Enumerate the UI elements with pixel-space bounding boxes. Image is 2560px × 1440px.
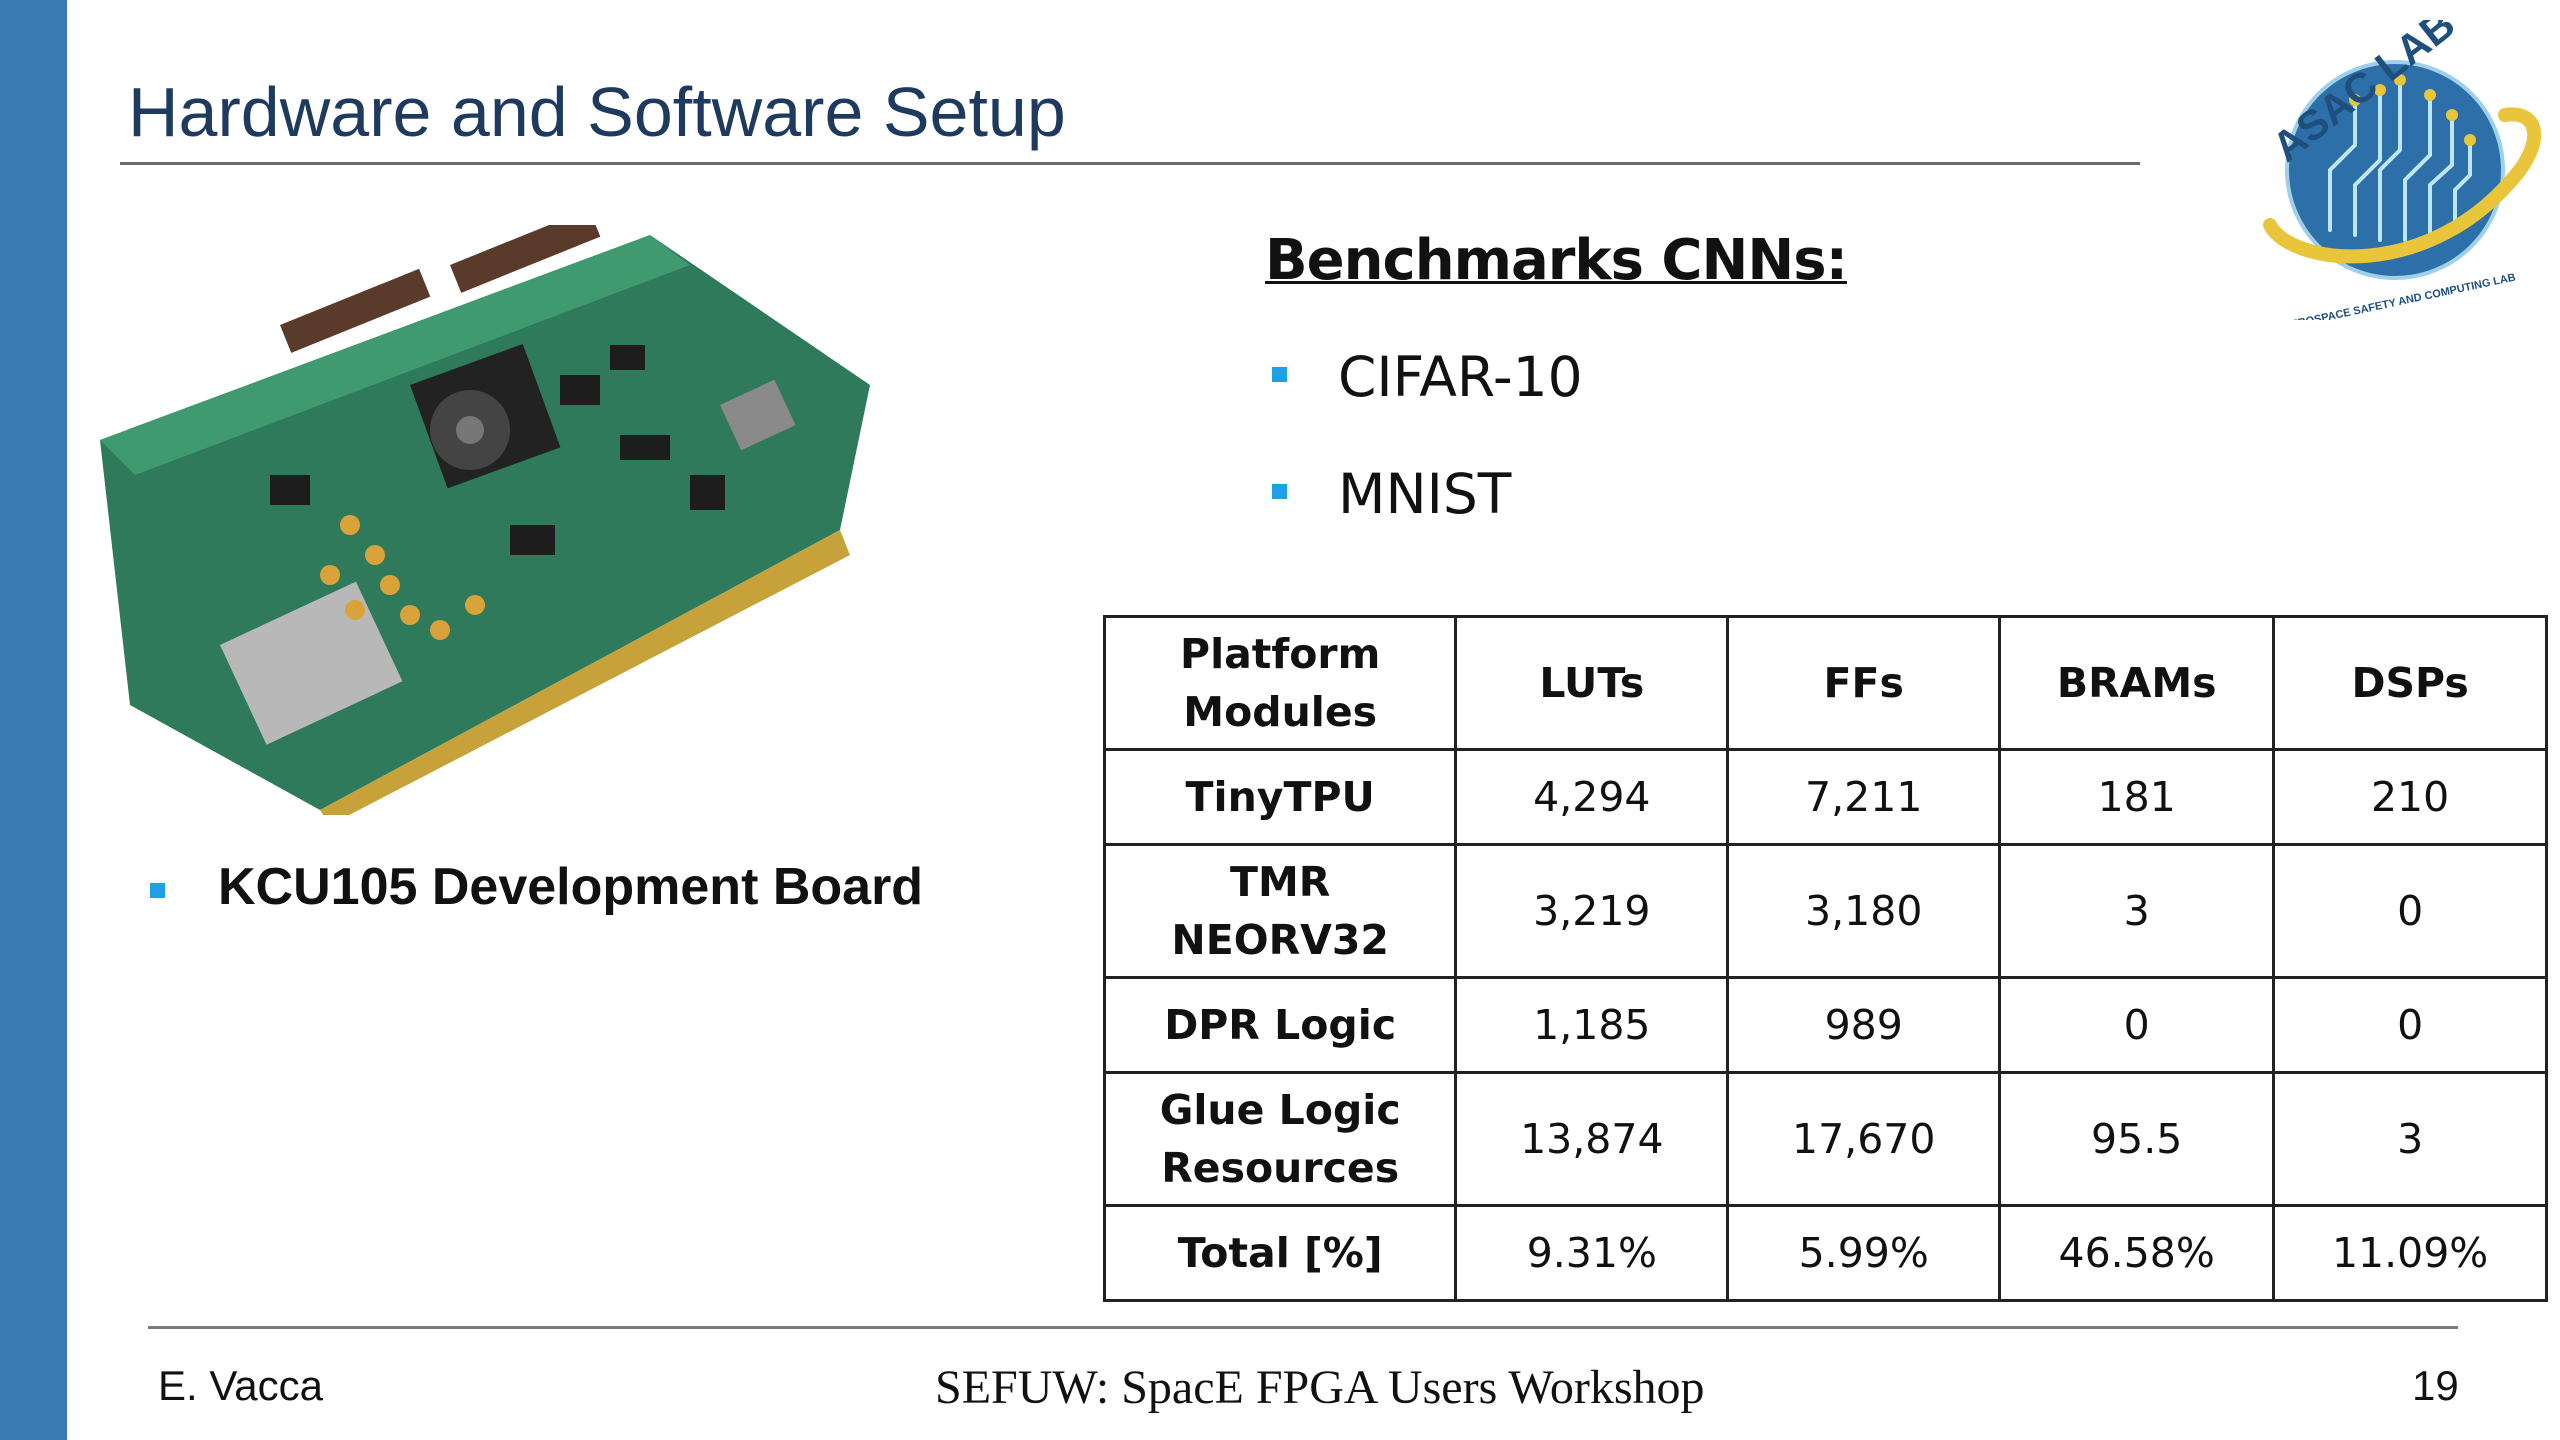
- table-cell: 3: [2272, 1071, 2548, 1207]
- kcu105-board-image: [100, 225, 870, 815]
- table-header: DSPs: [2272, 615, 2548, 751]
- table-cell: 95.5: [1998, 1071, 2276, 1207]
- table-cell: 0: [2272, 976, 2548, 1074]
- table-row-label: Glue Logic Resources: [1102, 1071, 1458, 1207]
- table-row: TinyTPU 4,294 7,211 181 210: [1102, 748, 2548, 846]
- benchmark-item: MNIST: [1338, 462, 1512, 526]
- benchmarks-title: Benchmarks CNNs:: [1265, 228, 1848, 293]
- table-cell: 4,294: [1454, 748, 1730, 846]
- table-row: Total [%] 9.31% 5.99% 46.58% 11.09%: [1102, 1204, 2548, 1302]
- footer-author: E. Vacca: [158, 1362, 323, 1409]
- slide-title: Hardware and Software Setup: [128, 73, 1066, 151]
- table-cell: 989: [1726, 976, 2002, 1074]
- title-divider: [120, 162, 2140, 165]
- board-caption: KCU105 Development Board: [218, 858, 924, 916]
- resource-utilization-table: Platform Modules LUTs FFs BRAMs DSPs Tin…: [1102, 615, 2548, 1302]
- table-row-label: Total [%]: [1102, 1204, 1458, 1302]
- table-cell: 5.99%: [1726, 1204, 2002, 1302]
- table-row: DPR Logic 1,185 989 0 0: [1102, 976, 2548, 1074]
- page-number: 19: [2412, 1362, 2459, 1409]
- table-cell: 3,219: [1454, 843, 1730, 979]
- table-cell: 46.58%: [1998, 1204, 2276, 1302]
- benchmark-item: CIFAR-10: [1338, 345, 1583, 409]
- table-row-label: TMR NEORV32: [1102, 843, 1458, 979]
- table-row-label: TinyTPU: [1102, 748, 1458, 846]
- benchmark-bullet: [1272, 484, 1287, 499]
- side-accent-bar: [0, 0, 67, 1440]
- table-cell: 210: [2272, 748, 2548, 846]
- footer-divider: [148, 1326, 2458, 1329]
- table-header: LUTs: [1454, 615, 1730, 751]
- table-header: FFs: [1726, 615, 2002, 751]
- footer-event: SEFUW: SpacE FPGA Users Workshop: [935, 1361, 1705, 1414]
- asac-lab-logo: ASAC LAB AEROSPACE SAFETY AND COMPUTING …: [2263, 20, 2542, 320]
- table-row: Glue Logic Resources 13,874 17,670 95.5 …: [1102, 1071, 2548, 1207]
- board-bullet: [150, 883, 165, 898]
- table-header-row: Platform Modules LUTs FFs BRAMs DSPs: [1102, 615, 2548, 751]
- table-cell: 0: [2272, 843, 2548, 979]
- table-cell: 7,211: [1726, 748, 2002, 846]
- table-header: BRAMs: [1998, 615, 2276, 751]
- table-row-label: DPR Logic: [1102, 976, 1458, 1074]
- table-cell: 3,180: [1726, 843, 2002, 979]
- table-cell: 11.09%: [2272, 1204, 2548, 1302]
- table-cell: 0: [1998, 976, 2276, 1074]
- table-cell: 3: [1998, 843, 2276, 979]
- table-header: Platform Modules: [1102, 615, 1458, 751]
- table-cell: 17,670: [1726, 1071, 2002, 1207]
- table-cell: 181: [1998, 748, 2276, 846]
- table-cell: 9.31%: [1454, 1204, 1730, 1302]
- table-cell: 13,874: [1454, 1071, 1730, 1207]
- table-cell: 1,185: [1454, 976, 1730, 1074]
- table-row: TMR NEORV32 3,219 3,180 3 0: [1102, 843, 2548, 979]
- benchmark-bullet: [1272, 367, 1287, 382]
